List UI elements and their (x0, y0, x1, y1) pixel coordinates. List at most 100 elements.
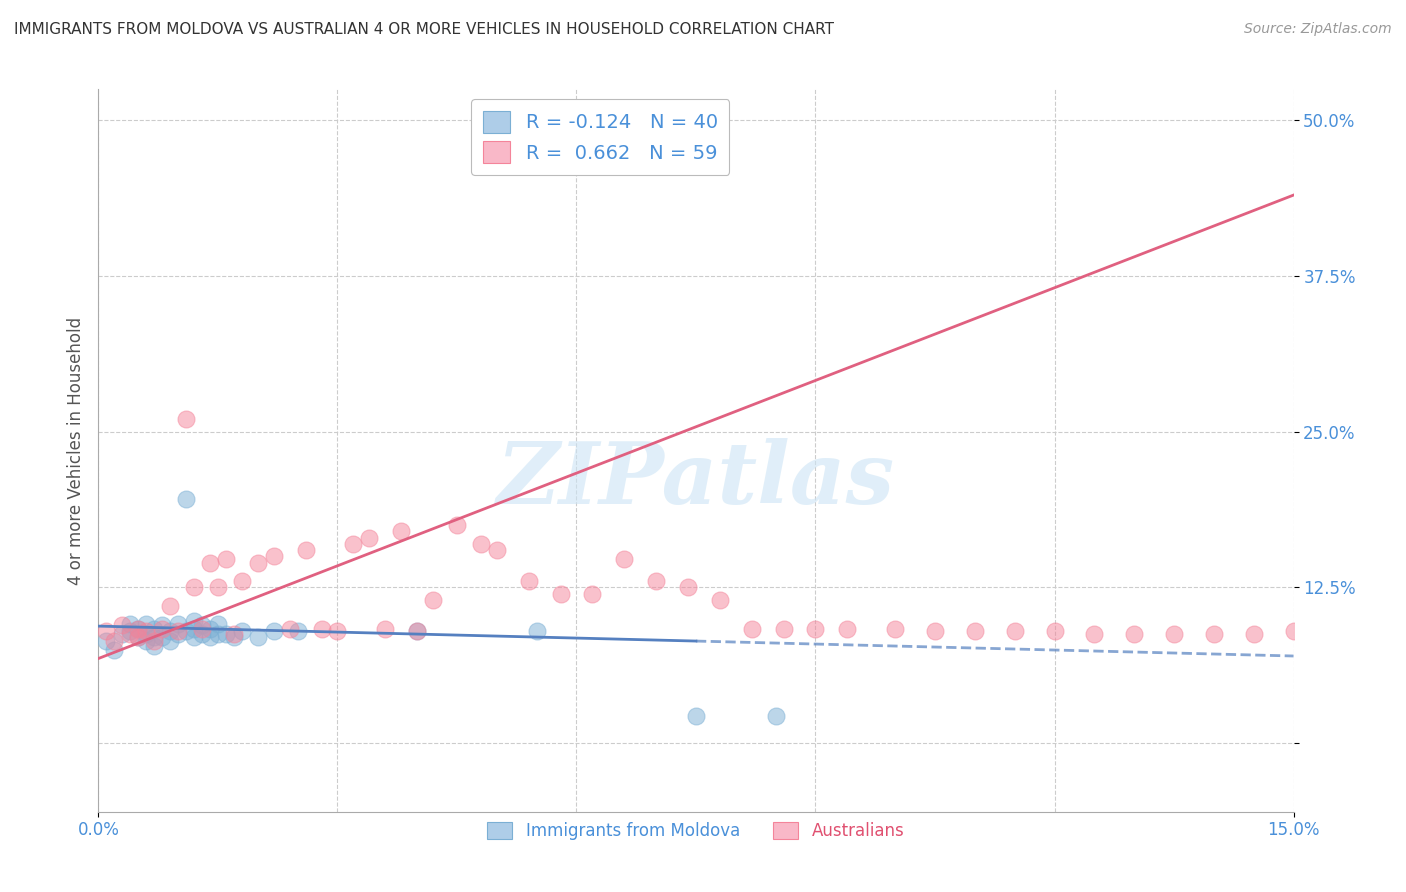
Point (1202, 626, 1225, 640)
Point (167, 626, 190, 640)
Point (263, 624, 285, 639)
Point (359, 531, 381, 545)
Point (207, 616, 229, 631)
Point (111, 618, 134, 632)
Point (135, 616, 157, 631)
Point (1282, 624, 1305, 639)
Point (526, 624, 548, 639)
Point (231, 574, 253, 589)
Point (422, 593, 444, 607)
Point (174, 412, 197, 426)
Point (198, 622, 221, 636)
Point (111, 626, 134, 640)
Point (198, 630, 221, 644)
Point (215, 551, 238, 566)
Point (1243, 626, 1265, 640)
Point (446, 518, 468, 533)
Point (127, 630, 149, 644)
Point (1043, 624, 1066, 639)
Point (120, 616, 142, 631)
Point (278, 622, 301, 636)
Point (645, 574, 668, 589)
Point (613, 551, 636, 566)
Point (685, 708, 707, 723)
Point (581, 587, 603, 601)
Y-axis label: 4 or more Vehicles in Household: 4 or more Vehicles in Household (66, 317, 84, 584)
Point (120, 624, 142, 639)
Point (143, 634, 166, 648)
Point (470, 537, 492, 551)
Point (884, 622, 907, 636)
Point (150, 618, 173, 632)
Point (174, 624, 197, 639)
Point (150, 622, 173, 636)
Point (485, 543, 508, 558)
Point (159, 599, 181, 614)
Point (143, 622, 166, 636)
Point (263, 549, 285, 564)
Point (135, 634, 157, 648)
Point (406, 624, 429, 639)
Point (246, 556, 269, 570)
Point (246, 630, 269, 644)
Point (215, 626, 238, 640)
Point (167, 616, 190, 631)
Point (135, 626, 157, 640)
Point (374, 622, 396, 636)
Point (96, 634, 118, 648)
Point (127, 622, 149, 636)
Point (772, 622, 794, 636)
Point (389, 524, 412, 539)
Point (222, 630, 245, 644)
Point (159, 624, 181, 639)
Point (207, 581, 229, 595)
Point (1163, 626, 1185, 640)
Point (167, 624, 190, 639)
Point (1123, 626, 1146, 640)
Text: IMMIGRANTS FROM MOLDOVA VS AUSTRALIAN 4 OR MORE VEHICLES IN HOUSEHOLD CORRELATIO: IMMIGRANTS FROM MOLDOVA VS AUSTRALIAN 4 … (14, 22, 834, 37)
Point (96, 624, 118, 639)
Point (287, 624, 309, 639)
Point (183, 581, 205, 595)
Point (765, 708, 787, 723)
Point (191, 626, 214, 640)
Point (191, 622, 214, 636)
Point (143, 639, 166, 653)
Text: ZIPatlas: ZIPatlas (496, 438, 896, 521)
Point (963, 624, 986, 639)
Point (231, 624, 253, 639)
Point (924, 624, 946, 639)
Point (709, 593, 731, 607)
Point (103, 634, 125, 648)
Point (174, 491, 197, 506)
Point (837, 622, 859, 636)
Point (191, 618, 214, 632)
Point (183, 622, 205, 636)
Point (127, 622, 149, 636)
Point (120, 626, 142, 640)
Point (676, 581, 699, 595)
Point (294, 543, 316, 558)
Text: Source: ZipAtlas.com: Source: ZipAtlas.com (1244, 22, 1392, 37)
Point (741, 622, 763, 636)
Point (183, 630, 205, 644)
Legend: Immigrants from Moldova, Australians: Immigrants from Moldova, Australians (481, 815, 911, 847)
Point (198, 556, 221, 570)
Point (1322, 624, 1344, 639)
Point (311, 622, 333, 636)
Point (127, 630, 149, 644)
Point (1083, 626, 1105, 640)
Point (183, 614, 205, 628)
Point (1004, 624, 1026, 639)
Point (342, 537, 364, 551)
Point (143, 630, 166, 644)
Point (1402, 624, 1406, 639)
Point (135, 624, 157, 639)
Point (1362, 624, 1385, 639)
Point (804, 622, 827, 636)
Point (207, 626, 229, 640)
Point (150, 630, 173, 644)
Point (406, 624, 429, 639)
Point (222, 626, 245, 640)
Point (517, 574, 540, 589)
